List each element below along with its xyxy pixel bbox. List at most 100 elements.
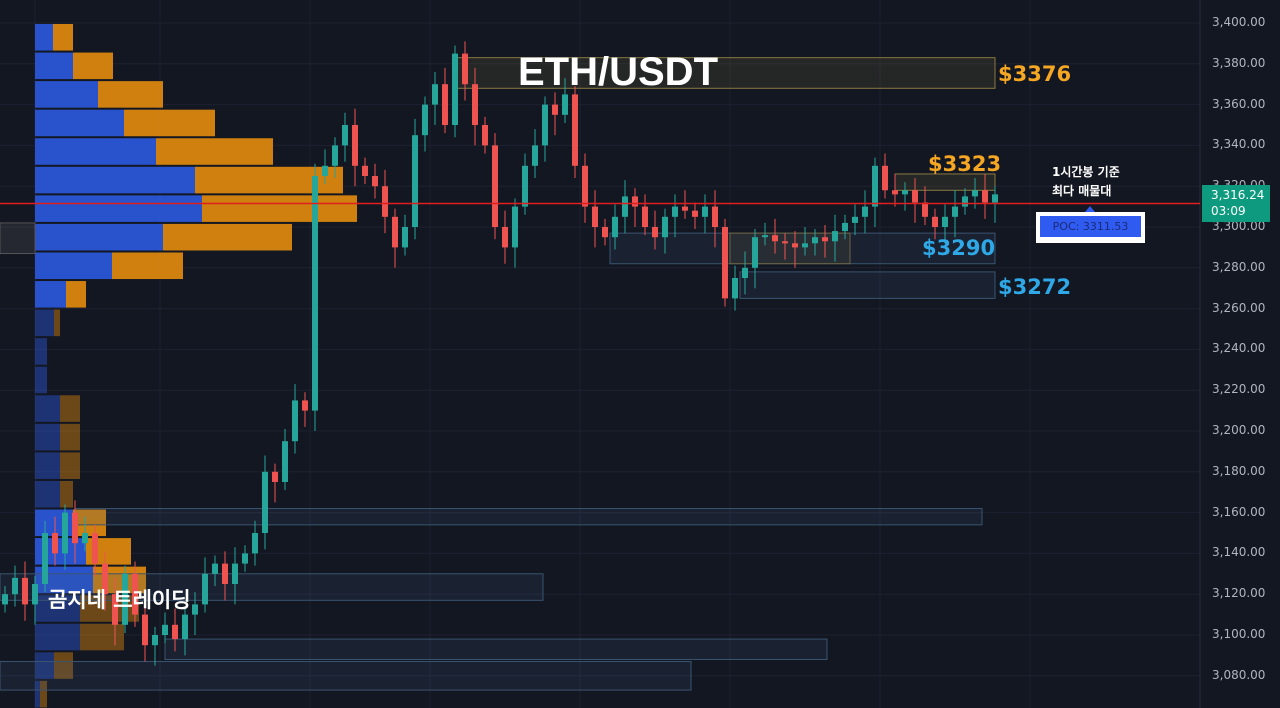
candle-body — [212, 563, 218, 574]
candle-body — [222, 563, 228, 584]
price-zone — [164, 638, 828, 660]
candle-body — [712, 206, 718, 227]
candle-body — [662, 216, 668, 238]
candle-body — [262, 471, 268, 533]
volume-profile-sell-bar — [156, 138, 273, 165]
candle-body — [62, 512, 68, 554]
candle-body — [522, 165, 528, 207]
candle-body — [972, 190, 978, 197]
candle-body — [322, 165, 328, 176]
candle-body — [912, 190, 918, 203]
candle-body — [92, 533, 98, 564]
volume-profile-buy-bar — [35, 366, 47, 394]
y-tick-label: 3,140.00 — [1212, 545, 1266, 560]
candle-body — [782, 241, 788, 244]
volume-profile-buy-bar — [35, 109, 124, 137]
candle-body — [462, 53, 468, 85]
volume-profile-sell-bar — [66, 281, 86, 308]
volume-profile-sell-bar — [98, 81, 163, 108]
candle-body — [752, 237, 758, 268]
zone-label-3376: $3376 — [998, 62, 1072, 86]
candle-body — [722, 227, 728, 299]
price-zone — [74, 508, 983, 526]
price-zone — [729, 232, 851, 265]
candle-body — [742, 267, 748, 278]
candle-body — [312, 176, 318, 411]
volume-profile-sell-bar — [60, 423, 80, 451]
candle-body — [542, 104, 548, 146]
zone-label-3272: $3272 — [998, 275, 1072, 299]
volume-profile-buy-bar — [35, 81, 98, 108]
y-tick-label: 3,360.00 — [1212, 96, 1266, 111]
y-tick-label: 3,220.00 — [1212, 382, 1266, 397]
candle-body — [102, 563, 108, 595]
candle-body — [882, 165, 888, 191]
price-zone — [739, 271, 996, 299]
candle-body — [672, 206, 678, 217]
y-tick-label: 3,380.00 — [1212, 55, 1266, 70]
candle-body — [692, 210, 698, 217]
price-zone — [0, 661, 692, 691]
candle-countdown: 03:09 — [1211, 204, 1246, 218]
candle-body — [812, 237, 818, 244]
watermark: 곰지네 트레이딩 — [48, 588, 191, 612]
candle-body — [532, 145, 538, 166]
candle-body — [802, 243, 808, 248]
candle-body — [272, 471, 278, 482]
volume-profile-buy-bar — [35, 338, 47, 365]
candle-body — [702, 206, 708, 217]
candle-body — [832, 231, 838, 242]
candle-body — [372, 176, 378, 187]
y-tick-label: 3,180.00 — [1212, 463, 1266, 478]
annotation-line1: 1시간봉 기준 — [1052, 165, 1120, 179]
volume-profile-sell-bar — [60, 395, 80, 422]
candle-body — [302, 400, 308, 411]
price-zone — [894, 173, 996, 191]
annotation-line2: 최다 매물대 — [1052, 184, 1112, 198]
candle-body — [792, 243, 798, 248]
candle-body — [862, 206, 868, 217]
candle-body — [482, 125, 488, 146]
poc-pointer-icon — [1085, 206, 1095, 212]
y-tick-label: 3,280.00 — [1212, 259, 1266, 274]
candle-body — [172, 624, 178, 640]
volume-profile-sell-bar — [54, 652, 73, 679]
candle-body — [872, 165, 878, 207]
volume-profile-buy-bar — [35, 395, 60, 422]
current-price: 3,316.24 — [1211, 188, 1265, 202]
current-price-tag: 3,316.24 03:09 — [1202, 185, 1270, 222]
candle-body — [232, 563, 238, 584]
candle-body — [442, 84, 448, 125]
volume-profile-buy-bar — [35, 423, 60, 451]
candle-body — [822, 237, 828, 242]
price-zone — [0, 573, 544, 601]
volume-profile-sell-bar — [202, 195, 357, 222]
volume-profile-buy-bar — [35, 281, 66, 308]
candle-body — [282, 441, 288, 482]
candle-body — [502, 227, 508, 248]
volume-profile-buy-bar — [35, 24, 53, 51]
volume-profile-sell-bar — [54, 309, 60, 337]
candle-body — [412, 135, 418, 227]
volume-profile-buy-bar — [35, 195, 202, 222]
candle-body — [932, 216, 938, 227]
volume-profile-buy-bar — [35, 595, 80, 622]
y-tick-label: 3,260.00 — [1212, 300, 1266, 315]
candle-body — [332, 145, 338, 166]
candle-body — [82, 533, 88, 544]
poc-label: POC: 3311.53 — [1036, 212, 1145, 243]
candle-body — [12, 577, 18, 595]
candle-body — [652, 227, 658, 238]
candle-body — [612, 216, 618, 238]
candle-body — [592, 206, 598, 227]
zone-label-3290: $3290 — [922, 236, 996, 260]
candle-body — [992, 194, 998, 203]
candle-body — [402, 227, 408, 248]
volume-profile-buy-bar — [35, 166, 195, 194]
volume-profile-sell-bar — [53, 24, 73, 51]
candle-body — [52, 533, 58, 554]
candle-body — [982, 190, 988, 203]
candle-body — [422, 104, 428, 136]
candle-body — [512, 206, 518, 248]
